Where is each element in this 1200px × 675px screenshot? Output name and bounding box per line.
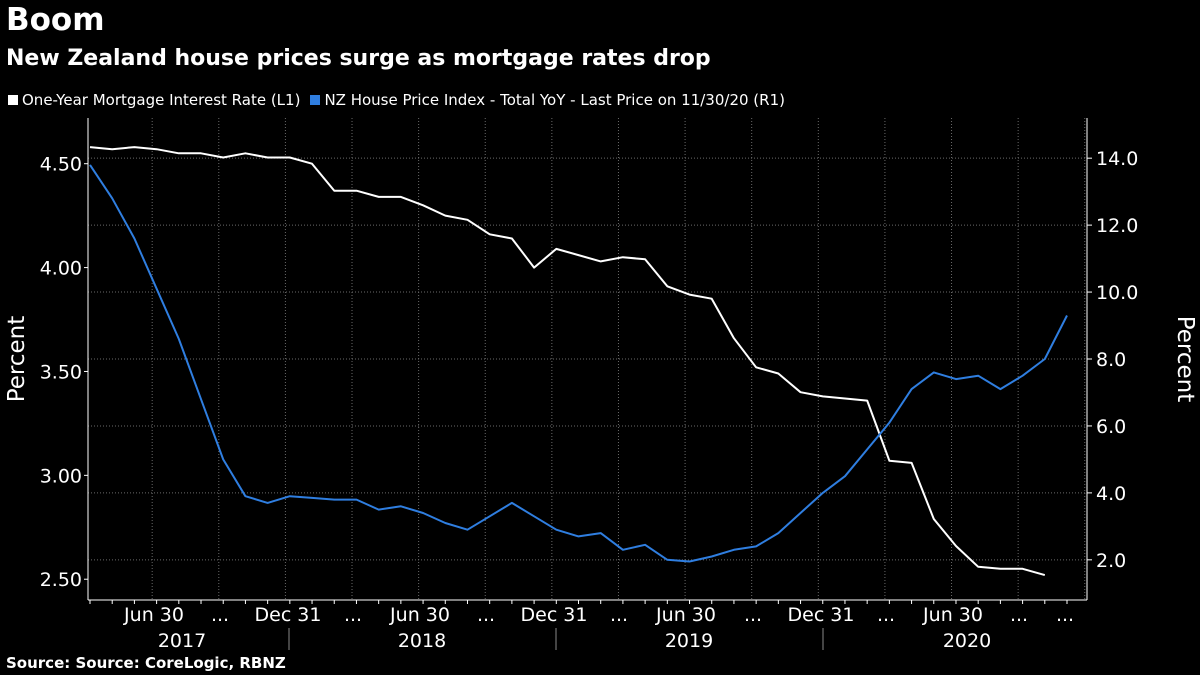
x-tick-label: ... [344, 604, 362, 626]
chart-subtitle: New Zealand house prices surge as mortga… [6, 46, 711, 71]
series-line-house-price-index [89, 164, 1068, 563]
left-tick-label: 4.50 [40, 154, 82, 176]
right-tick-label: 10.0 [1096, 282, 1138, 304]
x-tick-label: Jun 30 [389, 604, 450, 626]
left-tick-label: 4.00 [40, 258, 82, 280]
left-tick-label: 3.50 [40, 361, 82, 383]
left-tick-label: 3.00 [40, 465, 82, 487]
x-tick-label: ... [744, 604, 762, 626]
axes [84, 118, 1092, 650]
x-tick-label: Jun 30 [123, 604, 184, 626]
x-tick-label: ... [211, 604, 229, 626]
x-tick-label: Dec 31 [788, 604, 855, 626]
year-label: 2019 [665, 630, 713, 652]
left-tick-label: 2.50 [40, 569, 82, 591]
right-tick-label: 2.0 [1096, 550, 1126, 572]
x-tick-label: Jun 30 [922, 604, 983, 626]
legend-swatch-white [8, 95, 18, 105]
year-label: 2017 [158, 630, 206, 652]
x-tick-label: ... [877, 604, 895, 626]
x-tick-label: ... [477, 604, 495, 626]
year-label: 2018 [398, 630, 446, 652]
legend: One-Year Mortgage Interest Rate (L1) NZ … [8, 91, 795, 109]
right-tick-label: 14.0 [1096, 148, 1138, 170]
grid-lines [88, 118, 1087, 600]
tick-labels: 2.50 3.00 3.50 4.00 4.50 2.0 4.0 6.0 8.0 10.0 12.0… [4, 148, 1198, 652]
legend-swatch-blue [310, 95, 321, 105]
chart-title: Boom [6, 2, 105, 38]
right-axis-title: Percent [1172, 316, 1198, 403]
legend-item-mortgage-rate: One-Year Mortgage Interest Rate (L1) [8, 91, 300, 109]
series-lines [89, 146, 1068, 577]
right-tick-label: 12.0 [1096, 215, 1138, 237]
legend-label-mortgage-rate: One-Year Mortgage Interest Rate (L1) [22, 91, 301, 109]
legend-item-house-price-index: NZ House Price Index - Total YoY - Last … [310, 91, 785, 109]
x-tick-label: Dec 31 [255, 604, 322, 626]
source-note: Source: Source: CoreLogic, RBNZ [6, 654, 286, 672]
right-tick-label: 6.0 [1096, 416, 1126, 438]
x-tick-label: ... [1010, 604, 1028, 626]
series-line-mortgage-rate [89, 146, 1046, 577]
x-tick-label: ... [610, 604, 628, 626]
x-tick-label: Jun 30 [655, 604, 716, 626]
x-tick-label: Dec 31 [521, 604, 588, 626]
right-tick-label: 8.0 [1096, 349, 1126, 371]
right-tick-label: 4.0 [1096, 483, 1126, 505]
left-axis-title: Percent [4, 316, 30, 403]
x-tick-label: ... [1056, 604, 1074, 626]
legend-label-house-price-index: NZ House Price Index - Total YoY - Last … [324, 91, 785, 109]
year-label: 2020 [943, 630, 991, 652]
